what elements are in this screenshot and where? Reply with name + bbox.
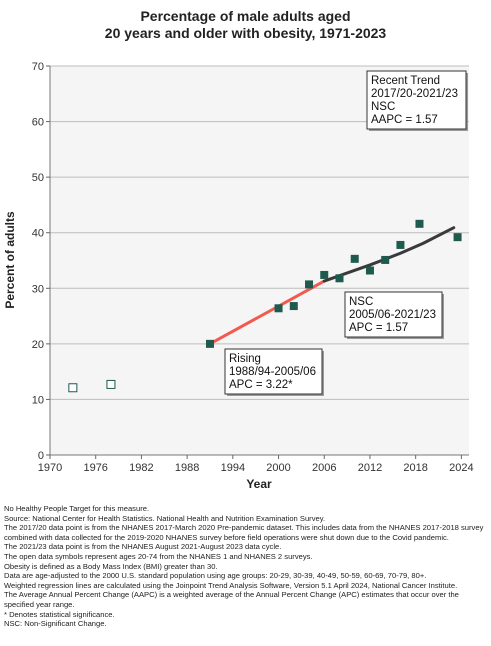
data-point [274, 304, 283, 313]
y-tick-label: 0 [38, 450, 44, 462]
data-point [305, 280, 314, 289]
x-tick-label: 1970 [38, 462, 62, 474]
trend-line-nsc [322, 226, 456, 283]
trend-line-rising [208, 279, 326, 346]
data-point [335, 274, 344, 283]
footnote-line: The 2021/23 data point is from the NHANE… [4, 542, 282, 552]
open-data-point [106, 379, 116, 389]
annotation-frame [366, 70, 467, 130]
annotation-text: APC = 3.22* [229, 379, 293, 391]
y-axis-title: Percent of adults [3, 211, 17, 309]
annotation-frame [344, 291, 443, 338]
open-data-point [68, 383, 78, 393]
x-tick-label: 1982 [129, 462, 153, 474]
annotation-text: AAPC = 1.57 [371, 114, 438, 126]
y-tick-label: 10 [32, 394, 44, 406]
y-tick-label: 50 [32, 172, 44, 184]
chart-title: Percentage of male adults aged 20 years … [0, 8, 491, 42]
x-tick-label: 2018 [403, 462, 427, 474]
x-tick-label: 1976 [83, 462, 107, 474]
data-point [205, 339, 214, 348]
x-tick-label: 2024 [449, 462, 473, 474]
footnote-line: The open data symbols represent ages 20-… [4, 551, 313, 561]
footnote-line: Obesity is defined as a Body Mass Index … [4, 561, 218, 571]
data-point [396, 240, 405, 249]
footnote-line: The 2017/20 data point is from the NHANE… [4, 523, 484, 542]
data-point [453, 233, 462, 242]
x-axis-title: Year [246, 477, 272, 491]
y-tick-label: 40 [32, 228, 44, 240]
footnotes: No Healthy People Target for this measur… [4, 504, 488, 629]
annotation-text: APC = 1.57 [349, 322, 408, 334]
data-point [381, 255, 390, 264]
annotation-text: NSC [371, 101, 395, 113]
footnote-line: No Healthy People Target for this measur… [4, 504, 150, 513]
footnote-line: * Denotes statistical significance. [4, 609, 115, 619]
footnote-line: Source: National Center for Health Stati… [4, 513, 326, 523]
data-point [289, 302, 298, 311]
footnote-line: The Average Annual Percent Change (AAPC)… [4, 590, 459, 609]
chart-title-line-2: 20 years and older with obesity, 1971-20… [104, 25, 387, 41]
y-tick-label: 20 [32, 339, 44, 351]
data-point [365, 266, 374, 275]
x-tick-label: 1988 [175, 462, 199, 474]
annotation-text: NSC [349, 296, 373, 308]
annotation-text: Rising [229, 353, 261, 365]
footnote-line: NSC: Non-Significant Change. [4, 619, 107, 629]
annotation-text: 2005/06-2021/23 [349, 309, 436, 321]
obesity-chart: 0 10 20 30 40 50 60 70 1970 1976 1982 1988 1994 2000 2… [3, 61, 474, 491]
data-point [350, 254, 359, 263]
chart-title-line-1: Percentage of male adults aged [140, 8, 351, 24]
data-point [320, 270, 329, 279]
annotation-text: 1988/94-2005/06 [229, 366, 316, 378]
x-tick-label: 2006 [312, 462, 336, 474]
footnote-line: Weighted regression lines are calculated… [4, 580, 458, 590]
y-tick-label: 60 [32, 117, 44, 129]
annotation-text: Recent Trend [371, 75, 440, 87]
x-tick-label: 1994 [221, 462, 245, 474]
y-tick-label: 70 [32, 61, 44, 73]
footnote-line: Data are age-adjusted to the 2000 U.S. s… [4, 571, 427, 581]
x-tick-label: 2000 [266, 462, 290, 474]
data-point [415, 219, 424, 228]
y-tick-label: 30 [32, 283, 44, 295]
annotation-frame [224, 348, 323, 395]
x-tick-label: 2012 [358, 462, 382, 474]
annotation-text: 2017/20-2021/23 [371, 88, 458, 100]
